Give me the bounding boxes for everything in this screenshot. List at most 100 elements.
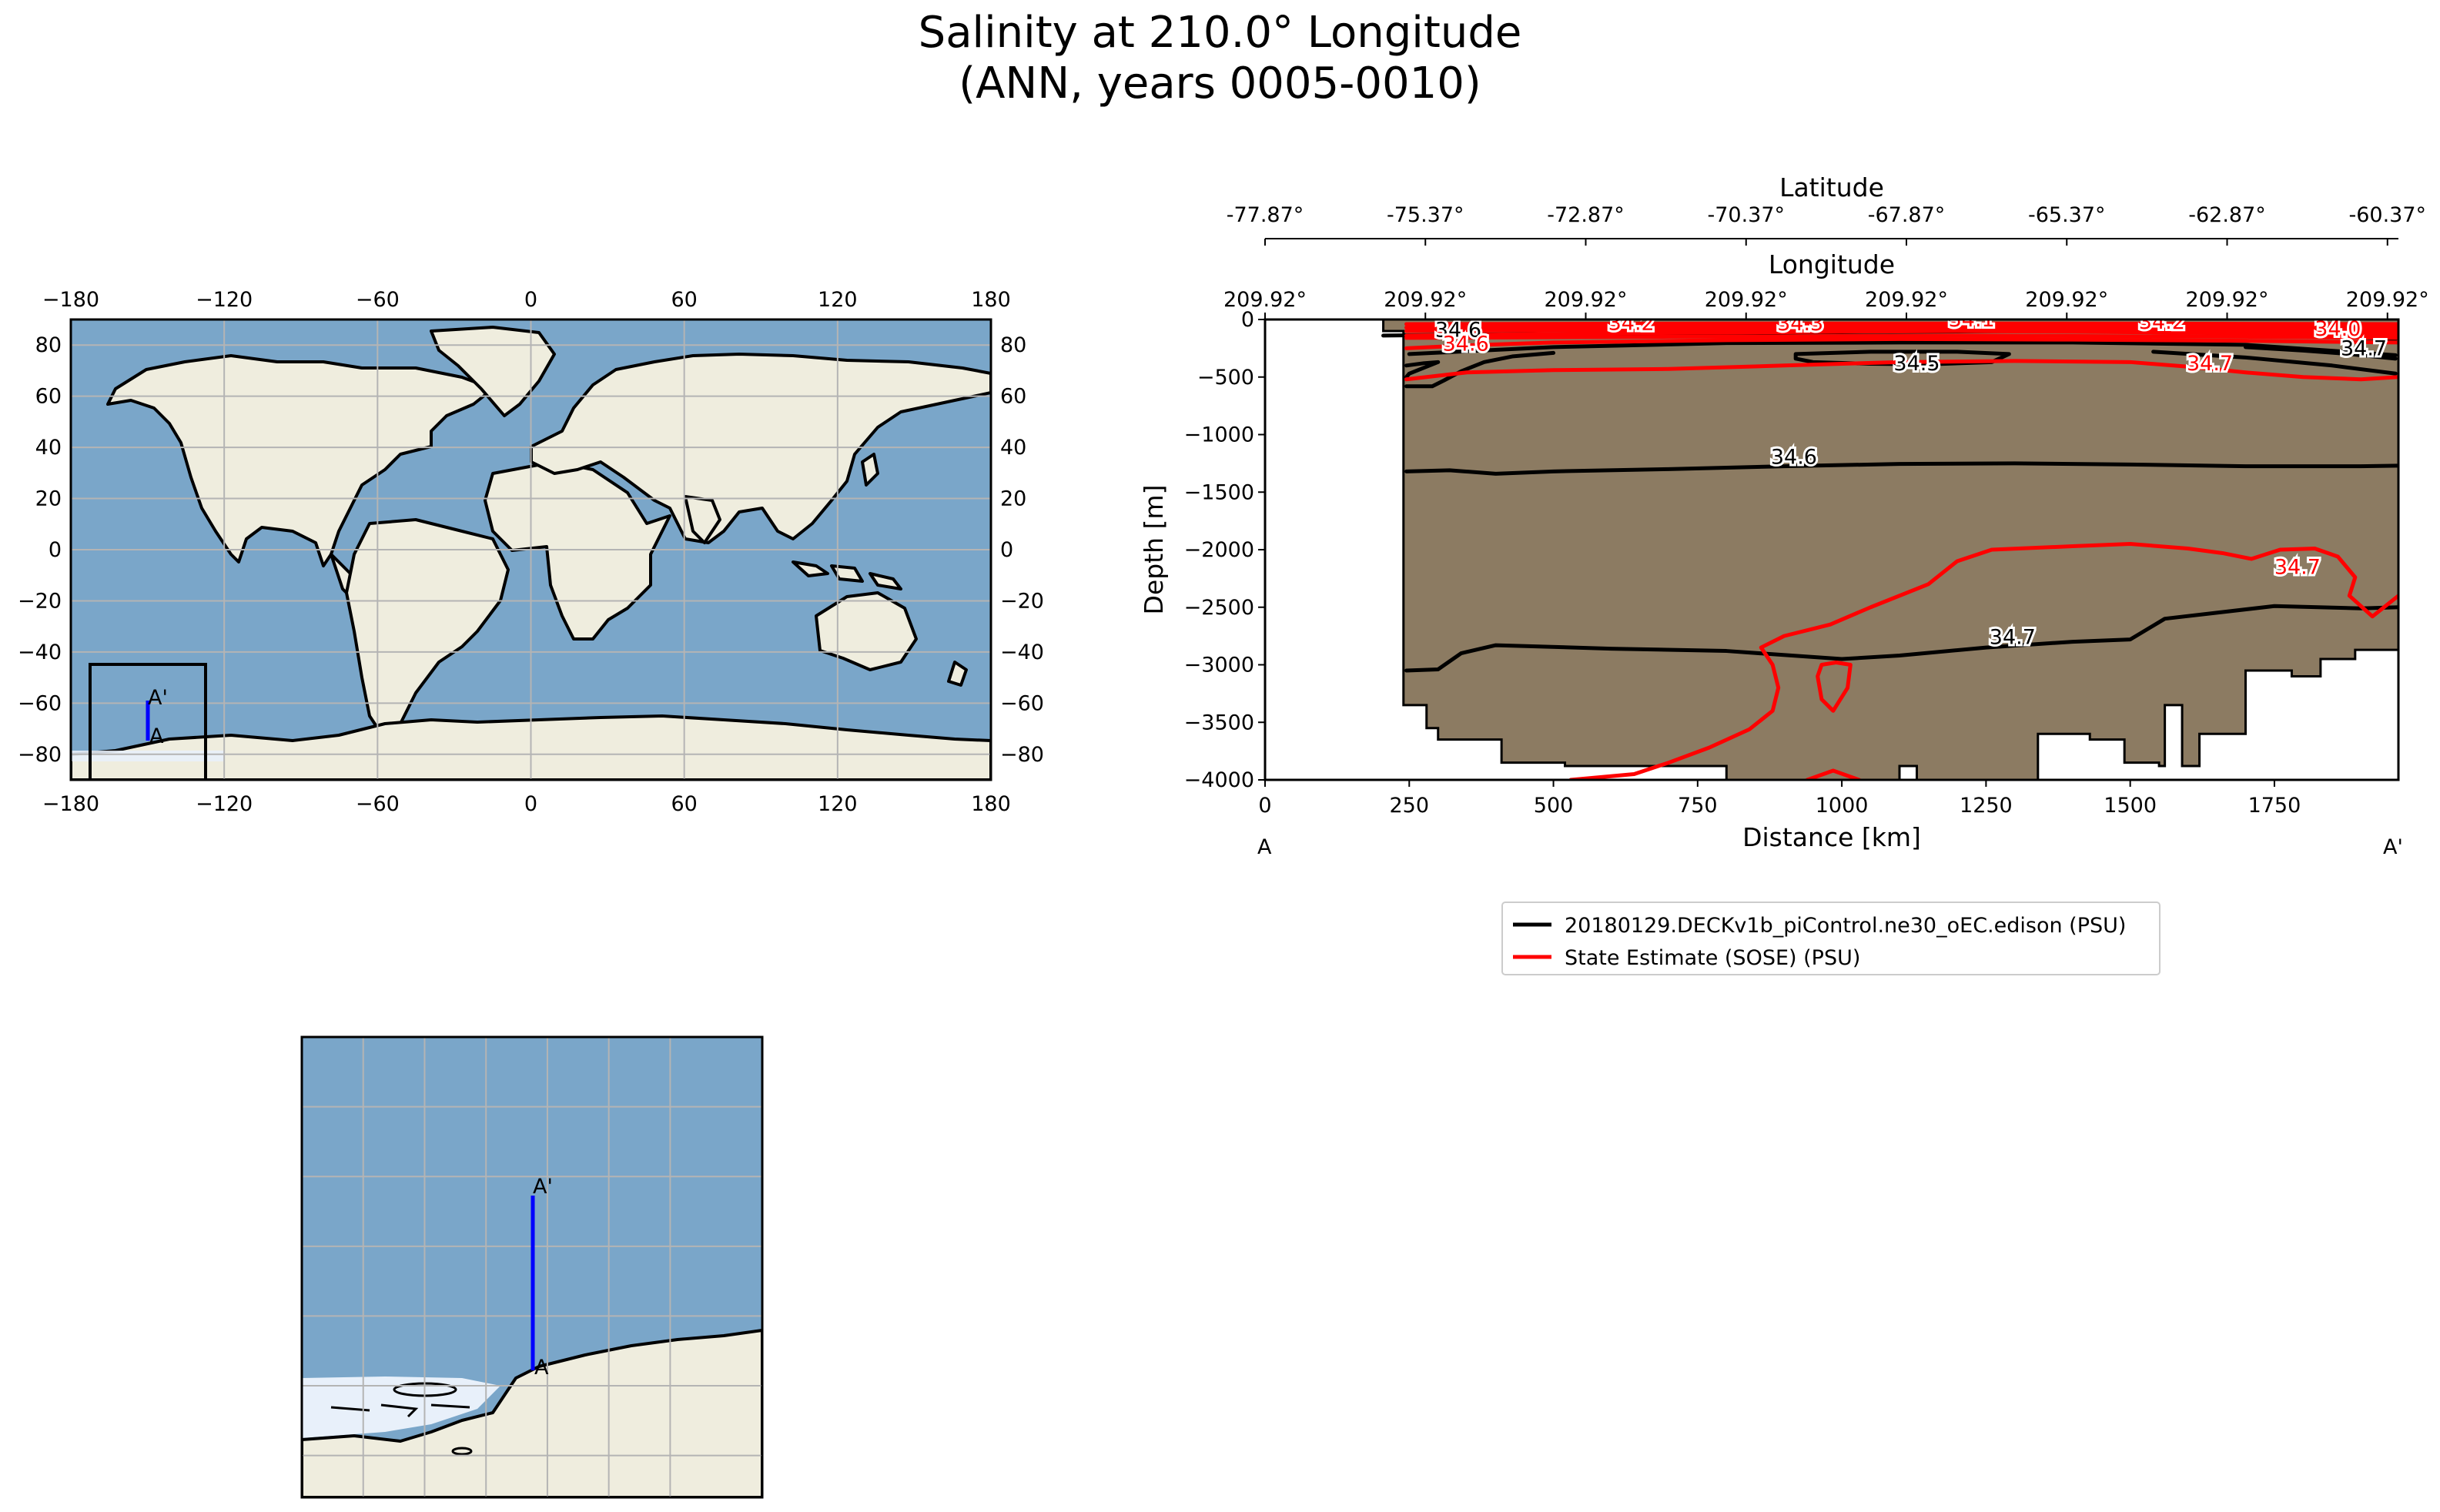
x-tick-label: 250	[1390, 794, 1430, 818]
model-contour-line	[2151, 350, 2398, 376]
latitude-tick-label: -60.37°	[2348, 203, 2426, 227]
world-lat-tick-right: −80	[1000, 743, 1044, 767]
world-lat-tick-left: −20	[18, 589, 62, 613]
world-lon-tick-bottom: −180	[42, 792, 99, 816]
longitude-tick-label: 209.92°	[1384, 288, 1467, 312]
obs-contour-line	[1404, 333, 2398, 340]
world-lat-tick-left: 0	[49, 538, 62, 562]
y-tick-label: −1000	[1184, 423, 1254, 447]
legend-model-label: 20180129.DECKv1b_piControl.ne30_oEC.edis…	[1565, 914, 2126, 938]
model-contours	[1381, 329, 2398, 673]
world-lon-tick-top: 0	[524, 288, 537, 312]
latitude-tick-label: -72.87°	[1547, 203, 1625, 227]
latitude-ticks: -77.87° -75.37° -72.87° -70.37° -67.87° -65.3…	[1227, 203, 2426, 246]
model-contour-label: 34.6	[1771, 446, 1817, 470]
topography-fill	[1265, 319, 2398, 780]
latitude-tick-label: -70.37°	[1707, 203, 1785, 227]
obs-contour-label: 34.3	[1777, 312, 1823, 336]
model-contour-line	[1404, 604, 2398, 673]
obs-contour-label: 34.6	[1443, 332, 1489, 356]
world-lat-tick-left: 80	[35, 333, 62, 357]
obs-contour-line	[1404, 326, 2398, 333]
world-lat-tick-right: −60	[1000, 691, 1044, 715]
model-contour-line	[1793, 350, 2011, 366]
legend: 20180129.DECKv1b_piControl.ne30_oEC.edis…	[1501, 902, 2161, 975]
japan-land	[861, 453, 879, 487]
x-tick-label: 1000	[1816, 794, 1869, 818]
inset-ice-shelf	[302, 1377, 500, 1438]
world-lon-tick-top: −60	[356, 288, 400, 312]
world-lon-tick-bottom: 60	[671, 792, 697, 816]
inset-transect-end-label: A'	[533, 1175, 553, 1199]
obs-contour-label: 34.0	[2314, 317, 2361, 341]
x-tick-label: 0	[1258, 794, 1271, 818]
world-lon-tick-bottom: 0	[524, 792, 537, 816]
model-contour-line	[1407, 340, 2398, 357]
x-tick-label: 1500	[2104, 794, 2157, 818]
model-contour-label: 34.7	[1990, 626, 2036, 650]
world-lon-ticks-top: −180 −120 −60 0 60 120 180	[42, 288, 1011, 312]
africa-land	[484, 460, 671, 641]
obs-contour-line	[1816, 661, 1853, 713]
longitude-tick-label: 209.92°	[2346, 288, 2429, 312]
longitude-tick-label: 209.92°	[1705, 288, 1788, 312]
endpoint-start-label: A	[1257, 835, 1272, 859]
obs-contour-label: 34.2	[1608, 311, 1655, 335]
obs-contours	[1404, 321, 2398, 780]
longitude-tick-label: 209.92°	[1223, 288, 1307, 312]
australia-land	[815, 591, 918, 671]
longitude-tick-label: 209.92°	[1865, 288, 1948, 312]
world-lat-ticks-left: 80 60 40 20 0 −20 −40 −60 −80	[18, 333, 62, 767]
figure-title-line-1: Salinity at 210.0° Longitude	[918, 8, 1522, 58]
world-ocean	[71, 319, 991, 780]
y-tick-label: −4000	[1184, 768, 1254, 792]
obs-contour-line	[1404, 359, 2398, 382]
south-america-land	[345, 518, 510, 741]
x-tick-label: 750	[1678, 794, 1718, 818]
model-contour-line	[1404, 360, 1441, 380]
y-tick-label: −3500	[1184, 711, 1254, 734]
world-region-box	[89, 663, 207, 780]
world-lat-tick-right: 60	[1000, 385, 1026, 409]
world-transect-start-label: A	[149, 724, 164, 748]
obs-contour-line	[1805, 768, 1862, 780]
world-lat-tick-left: −80	[18, 743, 62, 767]
x-axis-label: Distance [km]	[1742, 822, 1921, 852]
world-land	[71, 326, 991, 780]
world-lon-tick-bottom: 120	[818, 792, 858, 816]
model-contour-label: 34.7	[2341, 336, 2387, 360]
obs-contour-line	[1404, 329, 2398, 338]
x-tick-label: 500	[1534, 794, 1574, 818]
y-tick-label: −2000	[1184, 538, 1254, 562]
world-map-frame	[69, 318, 992, 781]
inset-map-frame	[300, 1035, 764, 1499]
latitude-axis-title: Latitude	[1779, 172, 1884, 202]
plot-frame	[1264, 318, 2400, 781]
obs-contour-line	[1404, 321, 2398, 326]
world-lon-ticks-bottom: −180 −120 −60 0 60 120 180	[42, 792, 1011, 816]
latitude-tick-label: -67.87°	[1868, 203, 1946, 227]
figure-title: Salinity at 210.0° Longitude (ANN, years…	[0, 8, 2440, 109]
world-lat-tick-left: 20	[35, 487, 62, 511]
eurasia-land	[530, 353, 991, 544]
obs-contour-label: 34.1	[1949, 308, 1995, 332]
world-lon-tick-bottom: −60	[356, 792, 400, 816]
world-lon-tick-top: 120	[818, 288, 858, 312]
world-lon-tick-top: 60	[671, 288, 697, 312]
y-tick-label: −2500	[1184, 596, 1254, 620]
model-contour-line	[2243, 345, 2398, 361]
obs-contour-label: 34.2	[2139, 310, 2185, 334]
obs-contour-label: 34.7	[2187, 352, 2233, 376]
world-lon-tick-bottom: −120	[196, 792, 253, 816]
y-tick-label: −500	[1197, 366, 1254, 390]
greenland-land	[430, 326, 556, 417]
world-lat-tick-right: 40	[1000, 436, 1026, 460]
antarctic-ice-shelf	[71, 751, 225, 761]
world-lon-tick-top: −180	[42, 288, 99, 312]
obs-contour-line	[1404, 323, 2398, 329]
y-tick-label: 0	[1241, 308, 1254, 332]
central-america-land	[330, 553, 387, 614]
